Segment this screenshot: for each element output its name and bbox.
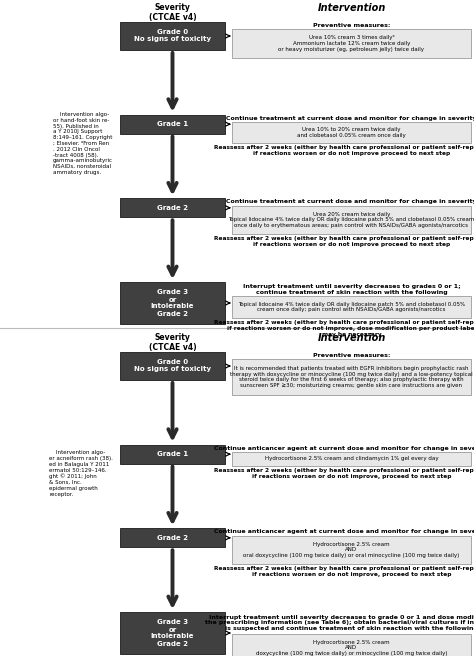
Text: Severity
(CTCAE v4): Severity (CTCAE v4) (149, 333, 196, 352)
Text: Continue treatment at current dose and monitor for change in severity: Continue treatment at current dose and m… (226, 199, 474, 205)
Text: Grade 0
No signs of toxicity: Grade 0 No signs of toxicity (134, 30, 211, 43)
Text: Intervention: Intervention (317, 333, 386, 343)
Text: Intervention algo-
er acneiform rash (38).
ed in Balagula Y 2011
ermatol 50:129–: Intervention algo- er acneiform rash (38… (49, 450, 113, 497)
Text: Reassess after 2 weeks (either by health care professional or patient self-repor: Reassess after 2 weeks (either by health… (214, 236, 474, 247)
Text: Grade 0
No signs of toxicity: Grade 0 No signs of toxicity (134, 359, 211, 373)
Text: Grade 3
or
Intolerable
Grade 2: Grade 3 or Intolerable Grade 2 (151, 619, 194, 647)
Text: Grade 2: Grade 2 (157, 205, 188, 211)
Bar (232, 359, 471, 395)
Text: Grade 1: Grade 1 (157, 121, 188, 127)
Text: Interrupt treatment until severity decreases to grades 0 or 1;
continue treatmen: Interrupt treatment until severity decre… (243, 284, 460, 295)
Text: Topical lidocaine 4% twice daily OR daily lidocaine patch 5% and clobetasol 0.05: Topical lidocaine 4% twice daily OR dail… (238, 302, 465, 312)
Text: Grade 1: Grade 1 (157, 451, 188, 457)
Bar (120, 282, 225, 324)
Bar (120, 22, 225, 50)
Text: Intervention: Intervention (317, 3, 386, 13)
Bar (232, 205, 471, 234)
Bar (120, 445, 225, 464)
Text: Reassess after 2 weeks (either by health care professional or patient self-repor: Reassess after 2 weeks (either by health… (214, 320, 474, 337)
Bar (232, 122, 471, 143)
Text: Urea 10% to 20% cream twice daily
and clobetasol 0.05% cream once daily: Urea 10% to 20% cream twice daily and cl… (297, 127, 406, 138)
Bar (232, 297, 471, 318)
Bar (120, 115, 225, 134)
Text: Interrupt treatment until severity decreases to grade 0 or 1 and dose modify per: Interrupt treatment until severity decre… (205, 615, 474, 631)
Text: Continue anticancer agent at current dose and monitor for change in severity: Continue anticancer agent at current dos… (214, 446, 474, 451)
Text: Preventive measures:: Preventive measures: (313, 23, 390, 28)
Text: It is recommended that patients treated with EGFR inhibitors begin prophylactic : It is recommended that patients treated … (230, 366, 473, 388)
Bar (232, 30, 471, 58)
Text: Intervention algo-
or hand-foot skin re-
55). Published in
a Y 2010J Support
8:1: Intervention algo- or hand-foot skin re-… (53, 112, 113, 175)
Bar (120, 198, 225, 217)
Text: Hydrocortisone 2.5% cream
AND
doxycycline (100 mg twice daily) or minocycline (1: Hydrocortisone 2.5% cream AND doxycyclin… (256, 640, 447, 656)
Text: Reassess after 2 weeks (either by health care professional or patient self-repor: Reassess after 2 weeks (either by health… (214, 566, 474, 577)
Text: Hydrocortisone 2.5% cream
AND
oral doxycycline (100 mg twice daily) or oral mino: Hydrocortisone 2.5% cream AND oral doxyc… (243, 542, 460, 558)
Text: Reassess after 2 weeks (either by health care professional or patient self-repor: Reassess after 2 weeks (either by health… (214, 145, 474, 156)
Text: Grade 3
or
Intolerable
Grade 2: Grade 3 or Intolerable Grade 2 (151, 289, 194, 316)
Text: Continue anticancer agent at current dose and monitor for change in severity: Continue anticancer agent at current dos… (214, 529, 474, 535)
Text: Hydrocortisone 2.5% cream and clindamycin 1% gel every day: Hydrocortisone 2.5% cream and clindamyci… (264, 457, 438, 461)
Bar (120, 612, 225, 654)
Bar (232, 452, 471, 466)
Text: Grade 2: Grade 2 (157, 535, 188, 541)
Text: Reassess after 2 weeks (either by health care professional or patient self-repor: Reassess after 2 weeks (either by health… (214, 468, 474, 479)
Text: Severity
(CTCAE v4): Severity (CTCAE v4) (149, 3, 196, 22)
Text: Urea 10% cream 3 times dailyᵃ
Ammonium lactate 12% cream twice daily
or heavy mo: Urea 10% cream 3 times dailyᵃ Ammonium l… (279, 35, 425, 52)
Bar (232, 535, 471, 564)
Text: Preventive measures:: Preventive measures: (313, 353, 390, 358)
Bar (232, 634, 471, 656)
Text: Continue treatment at current dose and monitor for change in severity: Continue treatment at current dose and m… (226, 115, 474, 121)
Text: Urea 20% cream twice daily
Topical lidocaine 4% twice daily OR daily lidocaine p: Urea 20% cream twice daily Topical lidoc… (228, 211, 474, 228)
Bar (120, 352, 225, 380)
Bar (120, 528, 225, 547)
